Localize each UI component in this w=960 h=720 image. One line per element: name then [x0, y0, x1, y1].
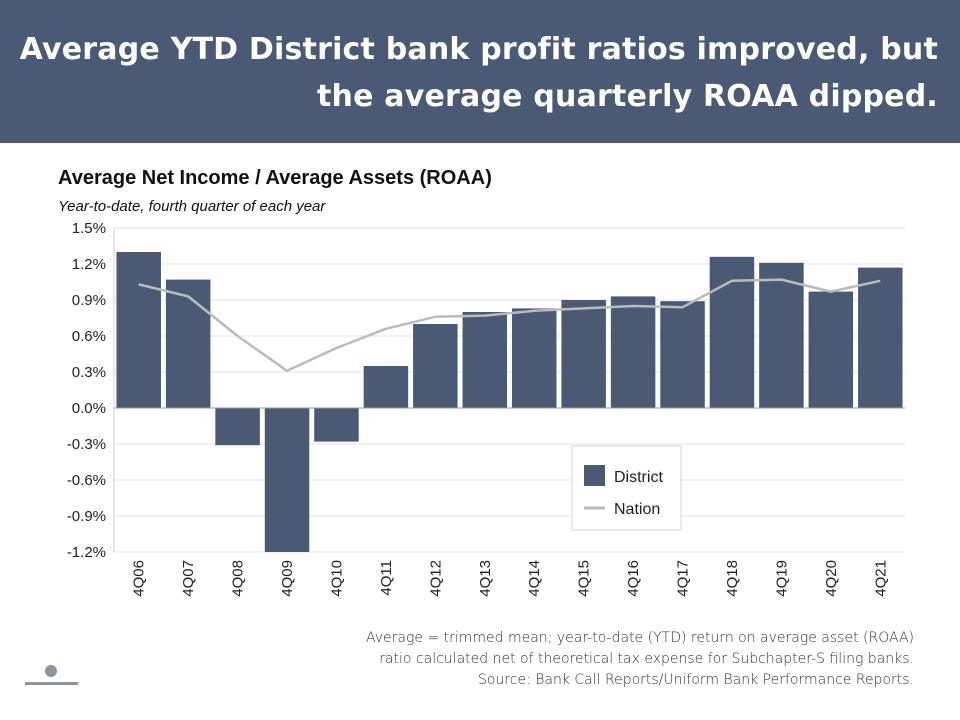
logo-bar-icon: [25, 682, 78, 685]
x-tick-label: 4Q18: [724, 560, 741, 597]
x-tick-label: 4Q19: [773, 560, 790, 597]
y-tick-label: 0.9%: [72, 292, 106, 309]
y-tick-label: -1.2%: [67, 544, 106, 561]
bar-district: [610, 296, 656, 408]
y-tick-label: -0.3%: [67, 436, 106, 453]
y-tick-label: 0.3%: [72, 364, 106, 381]
bar-district: [165, 279, 211, 408]
bar-district: [660, 301, 705, 408]
bar-district: [413, 324, 458, 408]
x-tick-label: 4Q07: [180, 560, 197, 597]
bar-district: [116, 252, 161, 408]
bar-district: [363, 366, 409, 408]
footnote-line-3: Source: Bank Call Reports/Uniform Bank P…: [477, 672, 914, 688]
y-tick-label: 1.2%: [72, 256, 106, 273]
x-tick-label: 4Q08: [230, 560, 247, 597]
x-tick-label: 4Q20: [823, 560, 840, 597]
x-tick-label: 4Q21: [872, 560, 889, 597]
chart-title: Average Net Income / Average Assets (ROA…: [58, 167, 492, 189]
bar-district: [215, 408, 260, 446]
x-tick-label: 4Q13: [477, 560, 494, 597]
y-tick-label: 1.5%: [72, 220, 106, 237]
y-tick-label: 0.0%: [72, 400, 106, 417]
legend-district-label: District: [614, 469, 663, 486]
footnote-line-1: Average = trimmed mean; year-to-date (YT…: [365, 630, 914, 646]
slide-title: Average YTD District bank profit ratios …: [19, 32, 938, 114]
y-tick-label: -0.6%: [67, 472, 106, 489]
bar-district: [314, 408, 359, 442]
title-banner: Average YTD District bank profit ratios …: [0, 0, 960, 143]
x-tick-label: 4Q09: [279, 560, 296, 597]
bar-district: [511, 308, 557, 408]
bar-district: [462, 312, 508, 408]
x-tick-label: 4Q15: [576, 560, 593, 597]
legend-nation-label: Nation: [614, 501, 660, 518]
x-tick-label: 4Q14: [526, 560, 543, 597]
footnote: Average = trimmed mean; year-to-date (YT…: [214, 628, 914, 691]
legend-district-swatch: [584, 465, 605, 486]
y-tick-label: -0.9%: [67, 508, 106, 525]
x-tick-label: 4Q10: [328, 560, 345, 597]
x-tick-label: 4Q11: [378, 560, 395, 596]
bar-district: [858, 267, 903, 408]
x-tick-label: 4Q06: [131, 560, 148, 597]
line-nation: [138, 278, 881, 373]
x-tick-label: 4Q16: [625, 560, 642, 597]
bar-district: [759, 262, 804, 408]
y-tick-label: 0.6%: [72, 328, 106, 345]
x-tick-label: 4Q17: [675, 560, 692, 597]
x-tick-label: 4Q12: [427, 560, 444, 597]
bar-district: [561, 300, 606, 408]
footnote-line-2: ratio calculated net of theoretical tax …: [379, 651, 914, 667]
bar-district: [808, 291, 854, 408]
bar-district: [264, 408, 310, 552]
logo-dot-icon: [45, 665, 57, 677]
legend-box: [571, 445, 682, 531]
chart-subtitle: Year-to-date, fourth quarter of each yea…: [58, 198, 326, 215]
